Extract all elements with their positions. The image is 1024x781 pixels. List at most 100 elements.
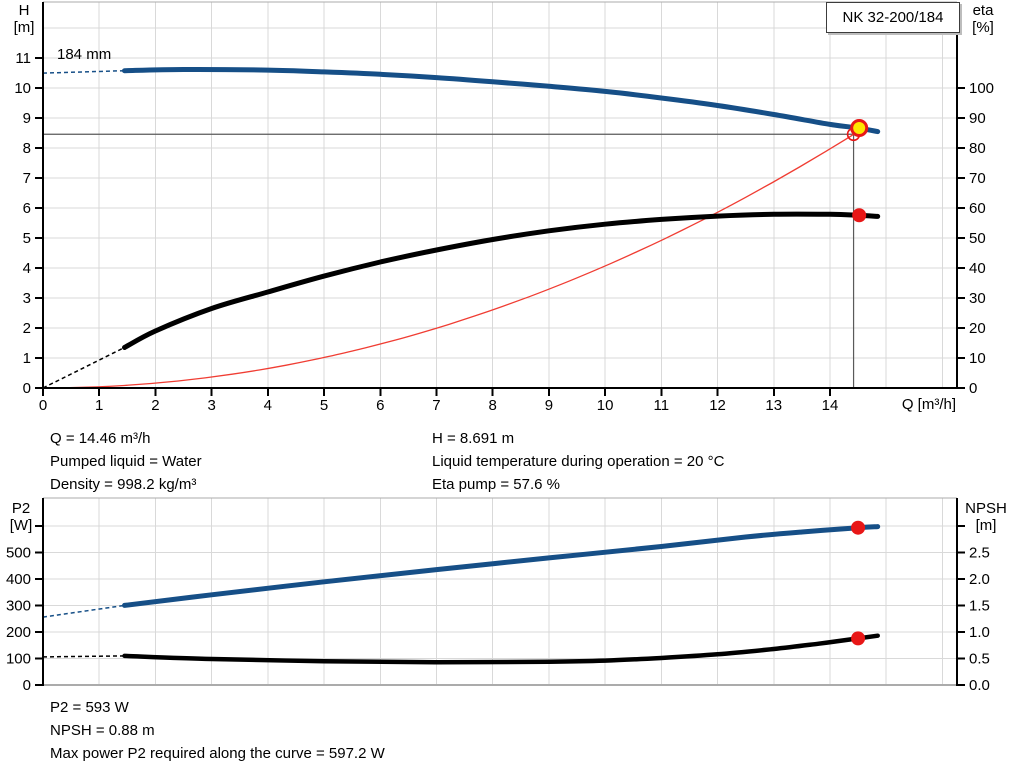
p2-axis-title-line1: P2 (11, 500, 31, 517)
svg-text:6: 6 (376, 397, 384, 414)
head-curve (122, 66, 881, 135)
svg-text:13: 13 (765, 397, 782, 414)
svg-text:90: 90 (969, 110, 986, 127)
svg-text:40: 40 (969, 260, 986, 277)
svg-text:1.0: 1.0 (969, 624, 990, 641)
p2-npsh-axes (42, 498, 958, 686)
qh-axes (42, 2, 958, 389)
svg-text:12: 12 (709, 397, 726, 414)
p2-npsh-gridlines (43, 498, 957, 685)
p2-npsh-duty-markers (851, 520, 866, 646)
q-axis-title: Q [m³/h] (901, 396, 956, 413)
p2-axis-title-line2: [W] (9, 517, 33, 534)
svg-text:2.0: 2.0 (969, 571, 990, 588)
svg-text:1.5: 1.5 (969, 598, 990, 615)
svg-text:400: 400 (6, 571, 31, 588)
svg-text:1: 1 (23, 350, 31, 367)
impeller-diameter-label: 184 mm (57, 46, 112, 63)
qh-gridlines (43, 2, 957, 388)
svg-text:10: 10 (969, 350, 986, 367)
density-value: Density = 998.2 kg/m³ (50, 476, 197, 493)
svg-text:2: 2 (151, 397, 159, 414)
p2-duty-dot (851, 520, 866, 535)
svg-text:20: 20 (969, 320, 986, 337)
svg-text:1: 1 (95, 397, 103, 414)
svg-text:200: 200 (6, 624, 31, 641)
npsh-axis-title-line2: [m] (975, 517, 997, 534)
svg-text:0: 0 (39, 397, 47, 414)
svg-text:80: 80 (969, 140, 986, 157)
qh-duty-crosshair (43, 133, 855, 388)
svg-text:3: 3 (23, 290, 31, 307)
efficiency-curve-dashed (42, 346, 125, 389)
svg-text:10: 10 (597, 397, 614, 414)
svg-text:11: 11 (15, 50, 31, 67)
h-axis-title: H [m] (6, 2, 42, 36)
p2-curve (122, 524, 881, 608)
svg-text:5: 5 (23, 230, 31, 247)
svg-text:500: 500 (6, 544, 31, 561)
svg-text:0.0: 0.0 (969, 677, 990, 694)
head-value: H = 8.691 m (432, 430, 515, 447)
svg-text:0.5: 0.5 (969, 651, 990, 668)
head-curve-dashed (42, 69, 125, 74)
h-axis-title-line2: [m] (13, 19, 35, 36)
svg-text:10: 10 (14, 80, 31, 97)
max-power-value: Max power P2 required along the curve = … (50, 745, 385, 762)
eta-axis-title: eta [%] (962, 2, 1004, 36)
p2-npsh-chart: 0 100 200 300 400 500 0.0 0.5 1.0 1.5 2.0 2.5 (6, 497, 990, 694)
duty-point-marker (850, 118, 869, 137)
npsh-duty-dot (851, 631, 866, 646)
h-axis-title-line1: H (18, 2, 30, 19)
svg-text:14: 14 (822, 397, 839, 414)
svg-text:0: 0 (23, 380, 31, 397)
qh-duty-markers (846, 118, 869, 223)
svg-text:8: 8 (23, 140, 31, 157)
npsh-curve-dashed (42, 655, 125, 658)
efficiency-curve (122, 211, 881, 350)
svg-text:7: 7 (23, 170, 31, 187)
svg-text:4: 4 (264, 397, 272, 414)
svg-text:11: 11 (654, 397, 670, 414)
eta-axis-title-line2: [%] (972, 19, 994, 36)
svg-text:100: 100 (969, 80, 994, 97)
svg-text:4: 4 (23, 260, 31, 277)
svg-text:8: 8 (489, 397, 497, 414)
svg-text:70: 70 (969, 170, 986, 187)
system-curve (42, 127, 860, 389)
svg-text:0: 0 (969, 380, 977, 397)
p2-curve-dashed (42, 604, 125, 618)
duty-info-right-column: H = 8.691 m Liquid temperature during op… (432, 430, 724, 499)
npsh-curve (122, 633, 880, 665)
p2-axis-title: P2 [W] (3, 500, 39, 534)
svg-text:100: 100 (6, 650, 31, 667)
svg-text:300: 300 (6, 597, 31, 614)
svg-text:3: 3 (207, 397, 215, 414)
eta-axis-title-line1: eta (972, 2, 994, 19)
eta-duty-dot (852, 208, 867, 223)
svg-text:2: 2 (23, 320, 31, 337)
pump-name-box: NK 32-200/184 (826, 2, 960, 33)
svg-text:5: 5 (320, 397, 328, 414)
p2-npsh-tick-labels: 0 100 200 300 400 500 0.0 0.5 1.0 1.5 2.0 2.5 (6, 524, 990, 694)
svg-text:0: 0 (23, 677, 31, 694)
power-info-column: P2 = 593 W NPSH = 0.88 m Max power P2 re… (50, 699, 385, 768)
duty-info-left-column: Q = 14.46 m³/h Pumped liquid = Water Den… (50, 430, 202, 499)
svg-text:6: 6 (23, 200, 31, 217)
npsh-value: NPSH = 0.88 m (50, 722, 155, 739)
liquid-temperature-value: Liquid temperature during operation = 20… (432, 453, 725, 470)
flow-value: Q = 14.46 m³/h (50, 430, 151, 447)
svg-text:2.5: 2.5 (969, 545, 990, 562)
svg-text:9: 9 (545, 397, 553, 414)
p2-value: P2 = 593 W (50, 699, 129, 716)
svg-text:7: 7 (432, 397, 440, 414)
svg-text:9: 9 (23, 110, 31, 127)
pumped-liquid-value: Pumped liquid = Water (50, 453, 202, 470)
npsh-axis-title-line1: NPSH (965, 500, 1007, 517)
svg-text:50: 50 (969, 230, 986, 247)
svg-text:30: 30 (969, 290, 986, 307)
